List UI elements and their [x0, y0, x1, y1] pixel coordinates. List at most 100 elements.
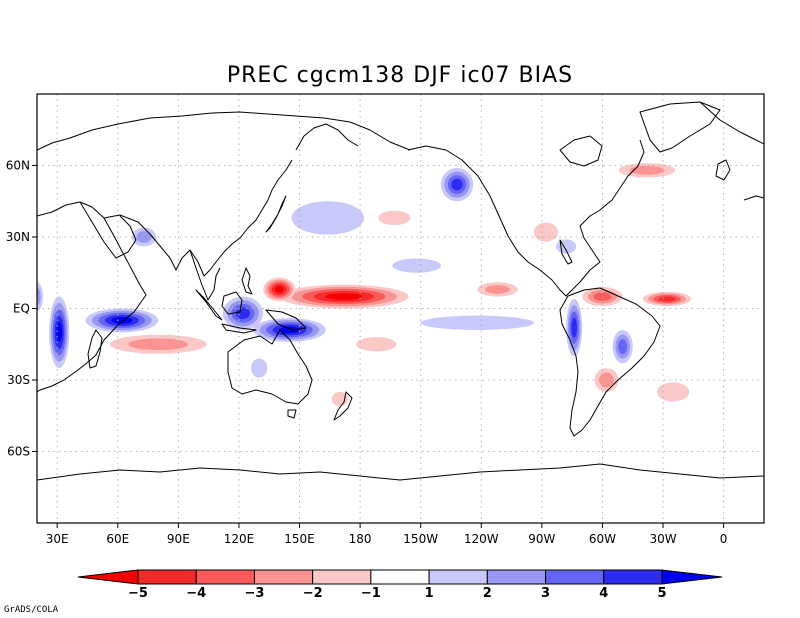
y-tick-label: 30S	[7, 373, 30, 387]
contour-level-5	[325, 293, 363, 300]
x-tick-label: 180	[349, 532, 372, 546]
coast-borneo	[221, 291, 243, 315]
coast-florida	[559, 239, 573, 265]
colorbar-label: −4	[186, 586, 206, 601]
colorbar-label: −2	[303, 586, 323, 601]
colorbar-bin	[486, 569, 547, 585]
contour-level-5	[279, 326, 300, 334]
colorbar-bin	[312, 569, 372, 585]
contour-level-1	[378, 210, 411, 226]
coast-south-america	[559, 287, 661, 437]
colorbar-label: 4	[599, 586, 608, 601]
coast-north-america	[407, 139, 645, 297]
contour-level-1	[533, 222, 559, 242]
anomaly-tropical-west-pacific-dry	[279, 284, 409, 309]
coast-madagascar	[87, 329, 103, 369]
x-tick-label: 60W	[589, 532, 616, 546]
colorbar-label: 3	[541, 586, 550, 601]
y-axis-ticks: 60N 30N EQ 30S 60S	[6, 159, 37, 459]
colorbar-label: −5	[128, 586, 148, 601]
anomaly-south-atlantic-dry	[656, 382, 690, 402]
x-tick-label: 30W	[649, 532, 676, 546]
anomaly-gulf-stream-wet	[555, 239, 577, 254]
anomaly-south-pacific-convergence-dry	[356, 337, 397, 352]
gridlines	[37, 94, 764, 523]
y-tick-label: 30N	[6, 230, 30, 244]
coast-british-isles	[715, 159, 731, 181]
anomaly-gulf-of-alaska-wet	[440, 167, 474, 202]
colorbar-high-arrow	[661, 569, 723, 585]
colorbar-low-arrow	[77, 569, 139, 585]
anomaly-atlantic-itcz-dry	[642, 291, 692, 307]
contour-level-4	[571, 317, 577, 338]
anomaly-australia-wet	[251, 358, 268, 378]
coast-tasmania	[287, 409, 297, 419]
anomaly-north-pacific-wet	[291, 201, 365, 235]
coast-arabia	[79, 201, 137, 259]
anomaly-west-pacific-dry-core-east	[263, 277, 296, 302]
colorbar: −5 −4 −3 −2 −1 1 2 3 4 5	[77, 569, 723, 601]
x-tick-label: 0	[720, 532, 728, 546]
coast-kamchatka	[295, 123, 359, 151]
anomaly-fields	[37, 163, 692, 407]
anomaly-maritime-continent-wet	[222, 296, 264, 330]
coast-hudson-bay	[559, 135, 603, 167]
contour-level-2	[37, 287, 41, 306]
coast-africa	[37, 201, 147, 393]
contour-level-4	[658, 296, 676, 302]
map-area	[37, 94, 764, 523]
contour-level-1	[251, 358, 268, 378]
coast-greenland	[639, 101, 721, 153]
colorbar-label: 2	[483, 586, 492, 601]
coast-philippines	[241, 267, 253, 295]
anomaly-hawaii-region-wet	[392, 258, 441, 273]
colorbar-bin	[545, 569, 605, 585]
contour-level-1	[420, 315, 534, 330]
contour-level-5	[274, 286, 284, 293]
x-tick-label: 120W	[464, 532, 499, 546]
x-tick-label: 150E	[284, 532, 315, 546]
contour-level-5	[56, 322, 63, 343]
anomaly-south-indian-dry	[109, 334, 207, 354]
contour-level-1	[356, 337, 397, 352]
coast-south-asia	[103, 159, 293, 277]
colorbar-bin	[603, 569, 663, 585]
anomaly-central-pacific-dry-patch	[378, 210, 411, 226]
coast-new-guinea	[265, 309, 307, 331]
coastlines	[37, 101, 764, 481]
anomaly-north-south-america-dry	[582, 287, 623, 307]
anomaly-equatorial-east-pacific-wet	[420, 315, 534, 330]
coast-indochina	[189, 249, 221, 301]
contour-level-4	[451, 178, 463, 191]
anomaly-east-pacific-itcz-dry	[477, 282, 518, 297]
colorbar-bin	[428, 569, 488, 585]
x-tick-label: 90W	[528, 532, 555, 546]
anomaly-south-pacific-wet-band	[253, 318, 326, 342]
coast-europe	[699, 101, 764, 145]
coast-antarctica	[37, 463, 764, 481]
chart-title: PREC cgcm138 DJF ic07 BIAS	[227, 63, 573, 88]
x-tick-label: 90E	[167, 532, 190, 546]
coast-new-zealand	[333, 391, 353, 421]
contour-level-2	[629, 165, 665, 175]
contour-level-2	[128, 338, 188, 351]
coast-north-eurasia	[37, 111, 411, 151]
coast-japan	[265, 195, 287, 233]
contour-level-2	[599, 372, 614, 388]
contour-level-3	[593, 292, 612, 301]
y-tick-label: 60S	[7, 445, 30, 459]
colorbar-label: −3	[244, 586, 264, 601]
contour-level-1	[392, 258, 441, 273]
anomaly-northwest-amazon-wet	[566, 298, 583, 357]
colorbar-label: −1	[361, 586, 381, 601]
coast-sumatra	[195, 289, 223, 321]
coast-iberia	[743, 195, 764, 201]
contour-level-4	[235, 307, 251, 320]
anomaly-east-africa-coast-wet	[49, 296, 70, 369]
contour-level-1	[555, 239, 577, 254]
contour-level-1	[291, 201, 365, 235]
colorbar-bin	[137, 569, 197, 585]
contour-level-1	[656, 382, 690, 402]
grads-credit: GrADS/COLA	[4, 605, 59, 615]
